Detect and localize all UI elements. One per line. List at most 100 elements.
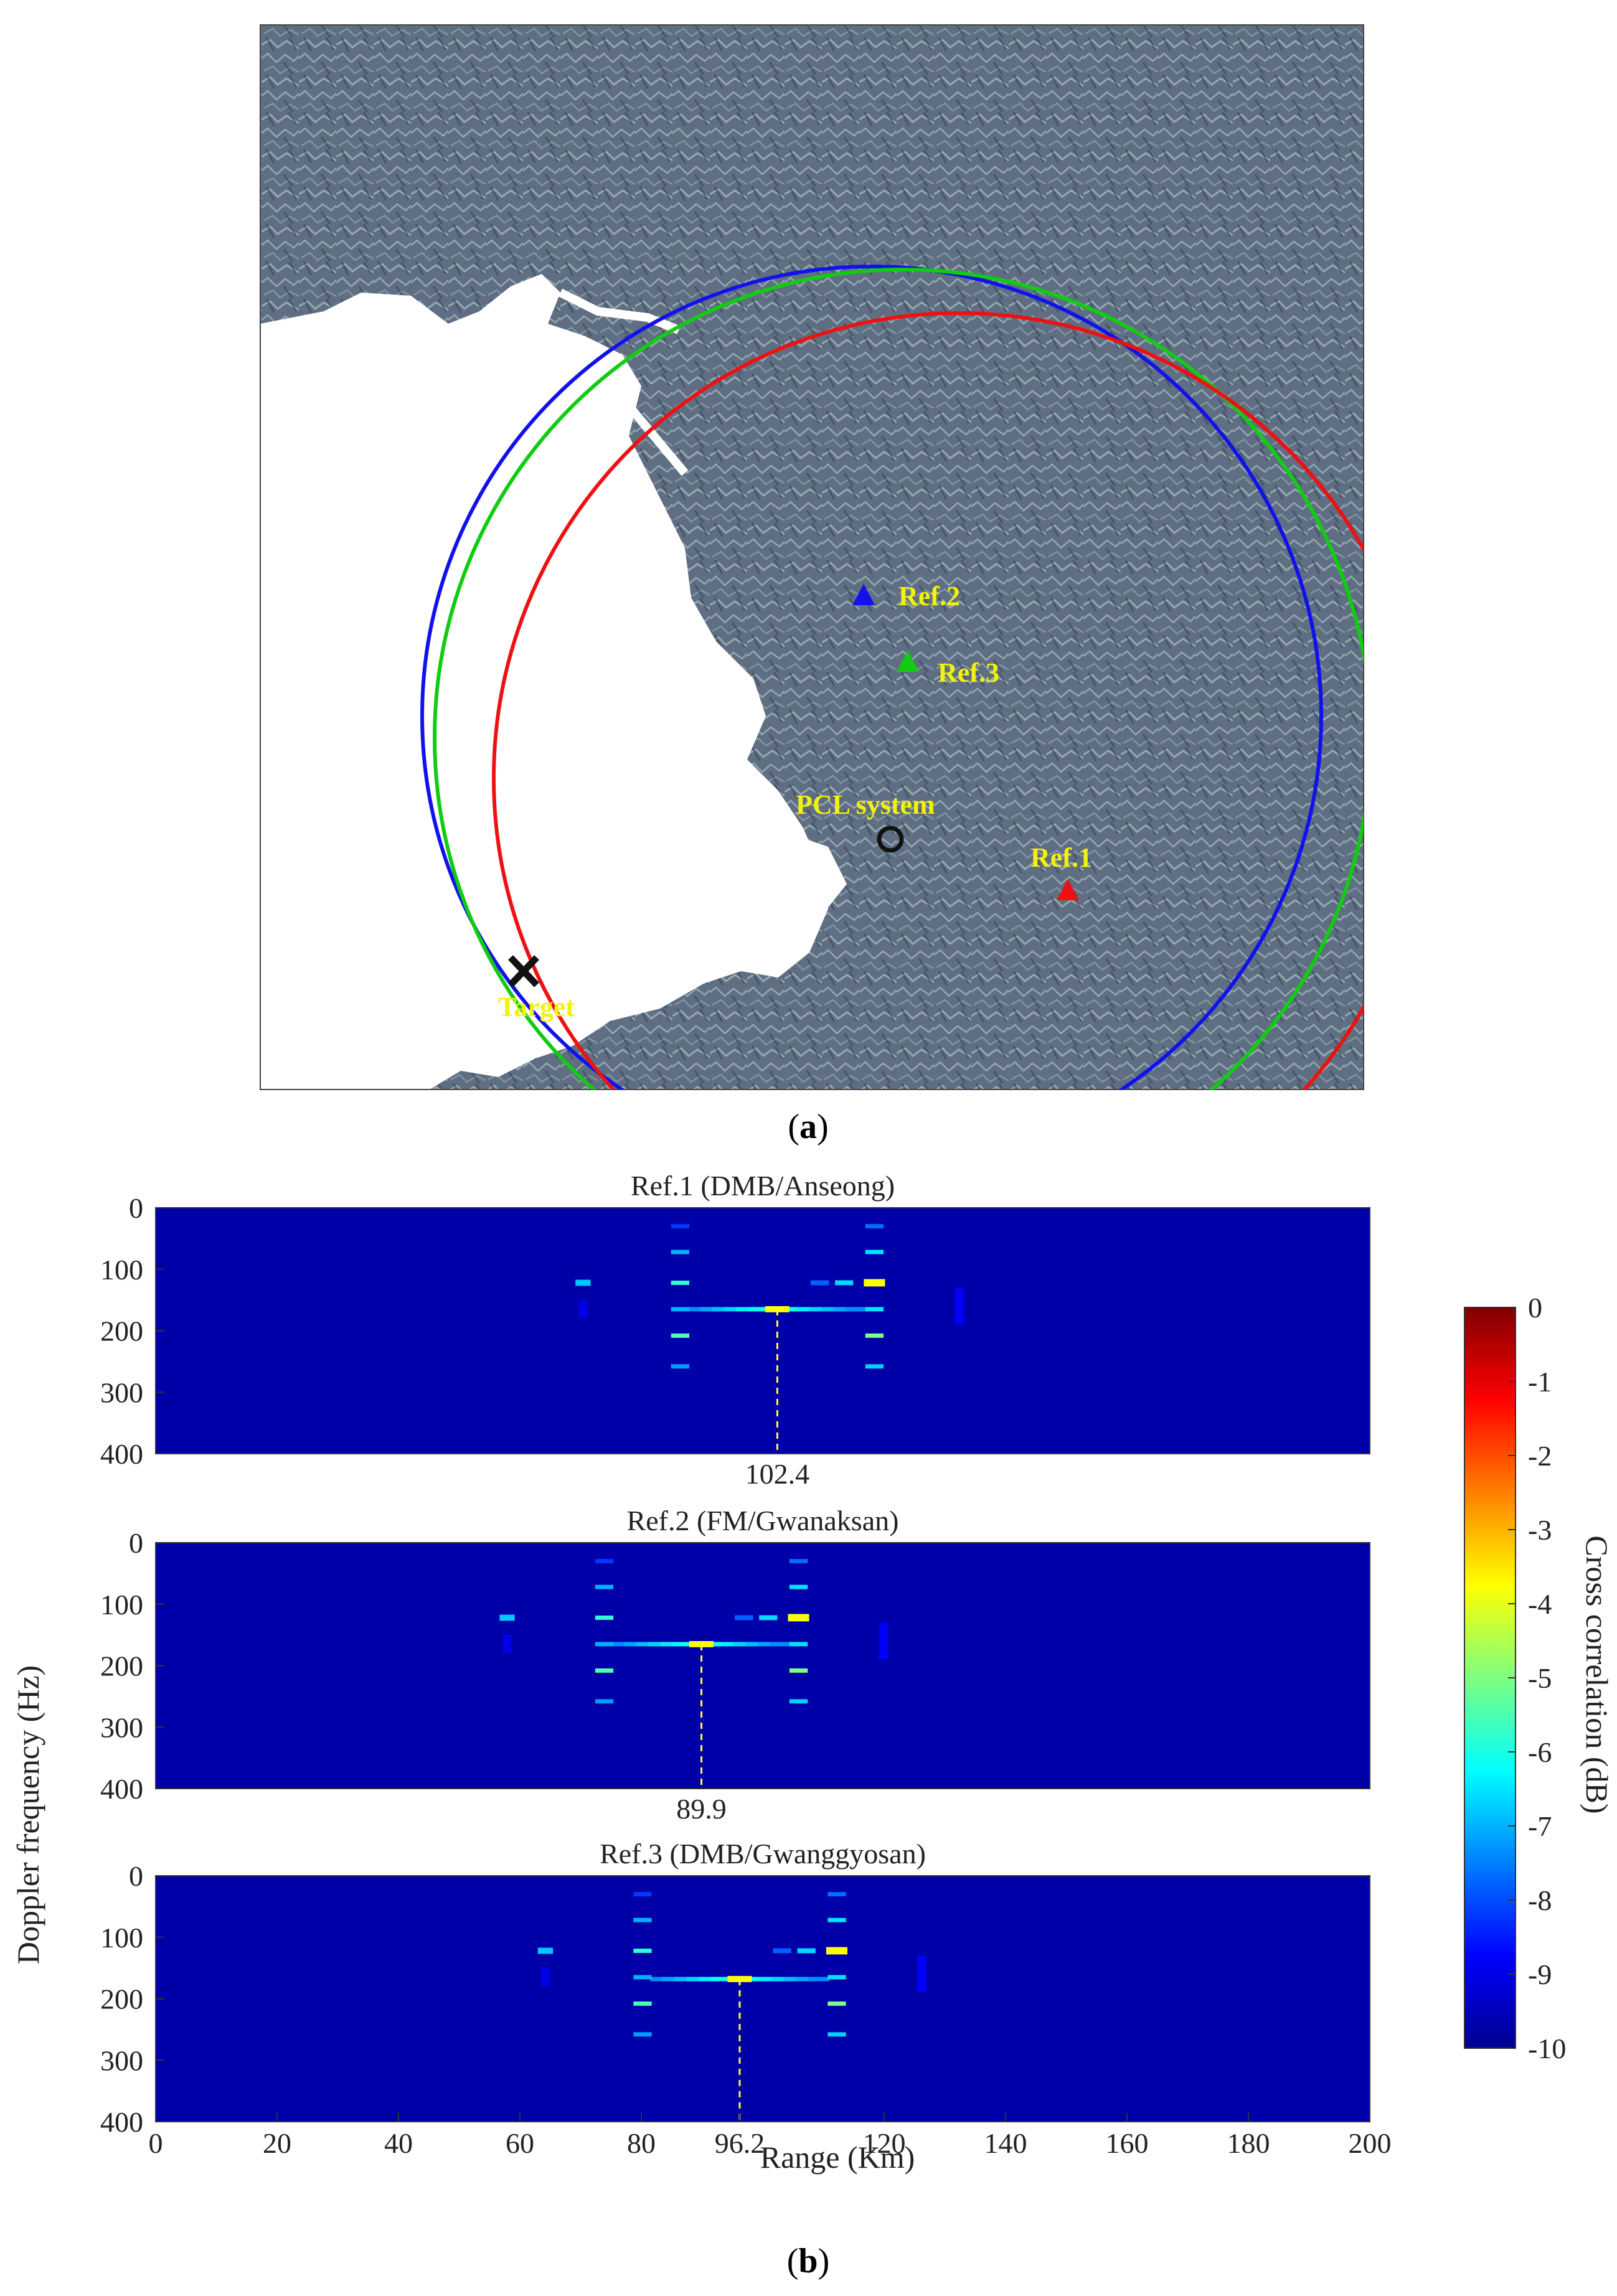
y-tick-label: 200 (100, 1650, 143, 1682)
heatmap-cell (633, 1949, 652, 1953)
heatmap-cell (770, 1642, 791, 1647)
x-tick-label: 160 (1106, 2127, 1149, 2159)
heatmap-cell (757, 1642, 779, 1647)
heatmap-cell (633, 1917, 652, 1922)
x-tick-label: 140 (984, 2127, 1027, 2159)
heatmap-cell (636, 1642, 658, 1647)
heatmap-cell (865, 1224, 884, 1229)
heatmap-title: Ref.2 (FM/Gwanaksan) (627, 1505, 899, 1536)
heatmap-cell (955, 1287, 964, 1325)
heatmap-cell (687, 1307, 709, 1312)
y-tick-label: 100 (100, 1922, 143, 1954)
water-area (260, 274, 828, 1089)
pcl-system-icon (877, 826, 904, 853)
heatmap-cell (789, 1642, 808, 1647)
heatmap-cell (821, 1307, 843, 1312)
y-tick-label: 100 (100, 1589, 143, 1621)
heatmap-cell (712, 1307, 733, 1312)
heatmap-cell (595, 1668, 614, 1673)
heatmap-cell (771, 1977, 793, 1982)
colorbar-tick-label: -10 (1528, 2033, 1566, 2064)
ref3-label: Ref.3 (938, 657, 999, 688)
heatmap-cell (660, 1642, 682, 1647)
heatmap-cell (595, 1616, 614, 1620)
target-label: Target (498, 992, 575, 1022)
heatmap-cell (809, 1307, 831, 1312)
heatmap-cell (540, 1968, 550, 1987)
heatmap-title: Ref.3 (DMB/Gwanggyosan) (600, 1838, 926, 1870)
colorbar-tick-label: -6 (1528, 1736, 1552, 1768)
heatmap-panel: Ref.1 (DMB/Anseong)0100200300400102.4Ref… (11, 1170, 1615, 2280)
heatmap-cell (865, 1249, 884, 1254)
heatmap-cell (796, 1977, 818, 1982)
x-tick-label: 120 (863, 2127, 906, 2159)
x-tick-label: 40 (384, 2127, 413, 2159)
heatmap-cell (721, 1642, 743, 1647)
heatmap-cell (789, 1584, 808, 1589)
colorbar-tick-label: -8 (1528, 1884, 1552, 1916)
x-tick-label: 60 (506, 2127, 534, 2159)
x-axis-title: Range (Km) (760, 2140, 915, 2175)
heatmap-cell (773, 1948, 791, 1954)
heatmap-cell (827, 1917, 846, 1922)
ref2-transmitter-icon (852, 584, 875, 605)
heatmap-title: Ref.1 (DMB/Anseong) (631, 1170, 895, 1202)
colorbar-tick-label: -2 (1528, 1440, 1552, 1472)
heatmap-background (156, 1208, 1370, 1454)
heatmap-cell (827, 1892, 846, 1897)
heatmap-cell (785, 1307, 806, 1312)
range-circle-ref2 (420, 265, 1323, 1089)
heatmap-cell (650, 1977, 672, 1982)
heatmap-cell (671, 1249, 690, 1254)
pcl-system-label: PCL system (796, 789, 935, 820)
heatmap-cell (797, 1948, 816, 1954)
y-tick-label: 400 (100, 1438, 143, 1470)
heatmap-cell (537, 1947, 554, 1954)
heatmap-1: Ref.1 (DMB/Anseong) 0 100 200 300 400 102.4 (100, 1170, 1370, 1490)
y-axis-title: Doppler frequency (Hz) (11, 1665, 45, 1964)
heatmap-cell (710, 1977, 732, 1982)
heatmap-cell (833, 1307, 855, 1312)
heatmap-cell (624, 1642, 646, 1647)
marker-value-label: 89.9 (676, 1793, 727, 1825)
heatmap-cell (502, 1635, 512, 1654)
water-inlet (760, 834, 847, 915)
river (558, 288, 689, 476)
colorbar-ticks: 0 -1 -2 -3 -4 -5 -6 -7 -8 -9 -10 (1508, 1292, 1566, 2064)
heatmap-cell (633, 2032, 652, 2037)
colorbar-tick-label: 0 (1528, 1292, 1542, 1324)
caption-b: (b) (787, 2242, 829, 2280)
heatmap-cell (671, 1224, 690, 1229)
colorbar-title: Cross correlation (dB) (1580, 1535, 1615, 1814)
heatmap-cell (789, 1559, 808, 1564)
heatmap-background (156, 1876, 1370, 2122)
heatmap-cell (595, 1559, 614, 1564)
target-icon (508, 955, 539, 987)
colorbar-gradient (1464, 1307, 1516, 2049)
colorbar-tick-label: -1 (1528, 1366, 1552, 1398)
range-circle-ref1 (492, 311, 1364, 1089)
heatmap-cell (700, 1307, 722, 1312)
heatmap-cell (671, 1364, 690, 1369)
heatmap-cell (671, 1333, 690, 1338)
heatmap-cell (575, 1279, 591, 1286)
heatmap-background (156, 1543, 1370, 1789)
map-panel: Ref.2 Ref.3 Ref.1 PCL system Target (a) (260, 24, 1364, 1146)
heatmap-cell (865, 1364, 884, 1369)
heatmap-cell (709, 1642, 730, 1647)
y-tick-label: 0 (129, 1192, 143, 1224)
y-tick-label: 400 (100, 1773, 143, 1805)
heatmap-cell (811, 1280, 829, 1286)
ref1-label: Ref.1 (1030, 842, 1092, 873)
map-frame (260, 24, 1364, 1090)
heatmap-cell (846, 1307, 867, 1312)
heatmap-cell (672, 1642, 694, 1647)
heatmap-cell (733, 1642, 755, 1647)
heatmap-cell (633, 1892, 652, 1897)
y-tick-label: 400 (100, 2106, 143, 2138)
x-tick-label: 180 (1227, 2127, 1270, 2159)
heatmap-cell (595, 1584, 614, 1589)
heatmap-cell (671, 1307, 690, 1312)
heatmap-cell (699, 1977, 720, 1982)
heatmap-cell (759, 1615, 778, 1621)
